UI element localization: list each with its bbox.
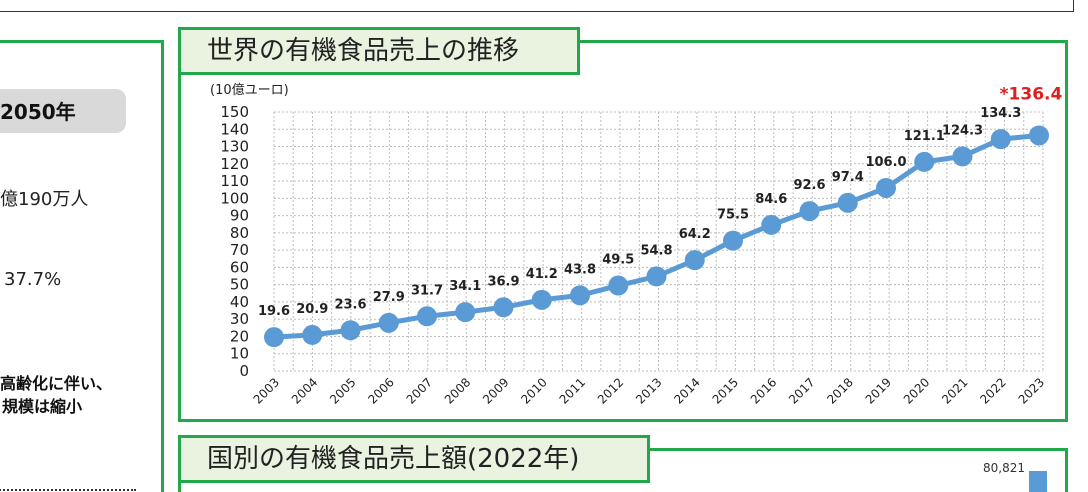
data-label: 54.8: [640, 243, 672, 258]
data-point: [608, 275, 629, 296]
country-value-label: 80,821: [983, 461, 1025, 475]
x-tick-label: 2008: [442, 375, 473, 406]
year-pill: 2050年: [0, 89, 126, 133]
data-point: [646, 266, 667, 287]
chart-panel-title: 世界の有機食品売上の推移: [178, 27, 580, 75]
x-tick-label: 2011: [557, 375, 588, 406]
data-label: 19.6: [258, 304, 290, 319]
note-line-1: 高齢化に伴い、: [0, 374, 113, 393]
data-label: 121.1: [904, 129, 945, 144]
data-label: 36.9: [487, 274, 519, 289]
data-point: [302, 324, 323, 345]
left-summary-panel: 2050年 億190万人 37.7% 高齢化に伴い、 規模は縮小: [0, 40, 164, 492]
y-tick-label: 30: [230, 310, 249, 328]
y-tick-label: 130: [220, 138, 249, 156]
x-tick-label: 2017: [786, 375, 817, 406]
country-bar: [1029, 471, 1047, 492]
data-point: [531, 289, 552, 310]
data-label: 20.9: [296, 302, 328, 317]
y-tick-label: 90: [230, 207, 249, 225]
data-label: 27.9: [373, 290, 405, 305]
population-text: 億190万人: [0, 189, 89, 210]
y-tick-label: 10: [230, 345, 249, 363]
data-point: [876, 177, 896, 198]
data-point: [952, 146, 973, 167]
data-label: 64.2: [679, 227, 711, 242]
data-label: 106.0: [865, 155, 906, 170]
aging-rate-text: 37.7%: [4, 269, 62, 290]
data-point: [264, 327, 284, 348]
x-tick-label: 2014: [671, 375, 702, 406]
y-tick-label: 150: [220, 103, 249, 121]
data-point: [493, 297, 514, 318]
y-axis-unit-label: (10億ユーロ): [210, 82, 289, 98]
x-tick-label: 2015: [710, 375, 741, 406]
data-point: [837, 192, 858, 213]
y-tick-label: 110: [220, 172, 249, 190]
data-point: [1029, 125, 1049, 146]
data-label: 97.4: [832, 170, 864, 185]
data-label: 41.2: [526, 267, 558, 282]
y-tick-label: 60: [230, 258, 249, 276]
data-point: [417, 306, 437, 327]
x-tick-label: 2020: [901, 375, 932, 406]
data-point: [990, 129, 1011, 150]
country-sales-panel: 国別の有機食品売上額(2022年) 80,821: [178, 435, 1068, 492]
y-tick-label: 0: [239, 362, 249, 380]
y-tick-label: 80: [230, 224, 249, 242]
x-tick-label: 2004: [289, 375, 320, 406]
sales-trend-panel: 0 10 20 30 40 50 60 70 80 90 100 110 120 130 140 150 (10…: [178, 27, 1068, 422]
x-tick-label: 2009: [480, 375, 511, 406]
country-panel-title: 国別の有機食品売上額(2022年): [178, 435, 650, 483]
data-label: 49.5: [602, 253, 634, 268]
data-label: 43.8: [564, 262, 596, 277]
dotted-divider: [0, 489, 136, 491]
data-point: [570, 285, 590, 306]
y-tick-label: 20: [230, 327, 249, 345]
x-tick-label: 2016: [748, 375, 779, 406]
x-tick-label: 2023: [1016, 375, 1047, 406]
data-label: 75.5: [717, 208, 749, 223]
data-label: 23.6: [334, 297, 366, 312]
x-tick-label: 2003: [251, 375, 282, 406]
data-label: 134.3: [980, 106, 1021, 121]
data-point: [340, 320, 361, 341]
x-tick-label: 2006: [365, 375, 396, 406]
x-tick-label: 2022: [977, 375, 1008, 406]
data-point: [455, 302, 476, 323]
x-tick-label: 2013: [633, 375, 664, 406]
data-point: [914, 151, 935, 172]
y-tick-label: 50: [230, 276, 249, 294]
x-tick-label: 2019: [863, 375, 894, 406]
x-tick-label: 2021: [939, 375, 970, 406]
data-label: 34.1: [449, 279, 481, 294]
x-tick-label: 2005: [327, 375, 358, 406]
x-tick-label: 2007: [404, 375, 435, 406]
data-point: [378, 312, 399, 333]
note-line-2: 規模は縮小: [2, 397, 83, 416]
data-label: 124.3: [942, 123, 983, 138]
y-tick-label: 140: [220, 120, 249, 138]
data-label: *136.4: [1000, 84, 1063, 104]
data-label: 31.7: [411, 283, 443, 298]
year-pill-label: 2050年: [0, 100, 76, 124]
data-point: [723, 230, 743, 251]
data-point: [799, 201, 820, 222]
top-frame: [0, 0, 1074, 12]
y-tick-label: 40: [230, 293, 249, 311]
data-point: [761, 214, 782, 235]
x-tick-label: 2018: [824, 375, 855, 406]
x-tick-label: 2012: [595, 375, 626, 406]
data-label: 92.6: [793, 178, 825, 193]
data-point: [684, 250, 705, 271]
y-tick-label: 120: [220, 155, 249, 173]
x-tick-label: 2010: [518, 375, 549, 406]
y-tick-label: 100: [220, 189, 249, 207]
y-tick-label: 70: [230, 241, 249, 259]
data-label: 84.6: [755, 192, 787, 207]
